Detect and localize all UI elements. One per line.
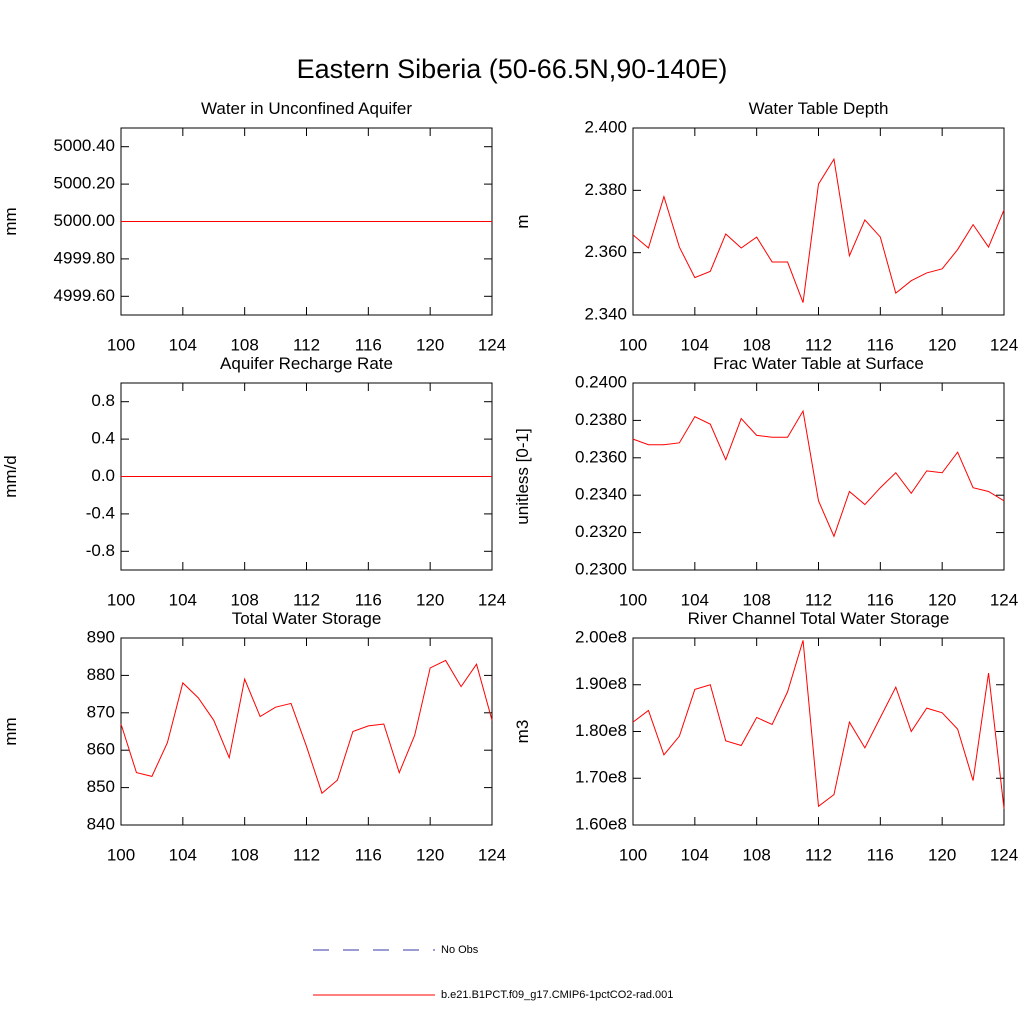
y-tick-label: 0.8 <box>91 391 115 410</box>
y-tick-label: 0.2360 <box>575 447 627 466</box>
y-tick-label: 870 <box>87 702 115 721</box>
y-tick-label: 880 <box>87 665 115 684</box>
y-tick-label: -0.4 <box>86 503 115 522</box>
x-tick-label: 112 <box>805 335 832 354</box>
y-tick-label: 5000.40 <box>54 136 115 155</box>
y-tick-label: 2.340 <box>584 304 627 323</box>
x-tick-label: 120 <box>416 590 444 609</box>
y-tick-label: 0.2400 <box>575 372 627 391</box>
legend-label: b.e21.B1PCT.f09_g17.CMIP6-1pctCO2-rad.00… <box>441 989 673 1001</box>
y-tick-label: 0.4 <box>91 429 115 448</box>
x-tick-label: 120 <box>416 845 444 864</box>
x-tick-label: 116 <box>867 845 894 864</box>
y-axis-label: mm <box>1 717 20 745</box>
x-tick-label: 104 <box>169 845 197 864</box>
x-tick-label: 112 <box>293 335 320 354</box>
x-tick-label: 100 <box>619 590 647 609</box>
plot-frame <box>632 637 1005 826</box>
x-tick-label: 124 <box>990 845 1018 864</box>
y-tick-label: 4999.60 <box>54 286 115 305</box>
y-tick-label: 2.00e8 <box>575 627 627 646</box>
y-tick-label: 0.2320 <box>575 522 627 541</box>
x-tick-label: 100 <box>107 590 135 609</box>
panel-title: Water Table Depth <box>749 99 889 118</box>
x-tick-label: 124 <box>990 590 1018 609</box>
x-tick-label: 104 <box>681 335 709 354</box>
figure-title: Eastern Siberia (50-66.5N,90-140E) <box>297 54 728 84</box>
x-tick-label: 108 <box>230 335 258 354</box>
y-tick-label: 1.70e8 <box>575 768 627 787</box>
y-axis-label: unitless [0-1] <box>513 428 532 524</box>
x-tick-label: 104 <box>169 335 197 354</box>
x-tick-label: 112 <box>293 845 320 864</box>
y-axis-label: mm/d <box>1 455 20 498</box>
x-tick-label: 124 <box>478 590 506 609</box>
data-line <box>632 409 1005 538</box>
x-tick-label: 108 <box>742 845 770 864</box>
x-tick-label: 120 <box>928 335 956 354</box>
y-tick-label: 4999.80 <box>54 248 115 267</box>
data-line <box>120 659 493 795</box>
x-tick-label: 104 <box>169 590 197 609</box>
plot-frame <box>632 127 1005 316</box>
panel-title: Frac Water Table at Surface <box>713 354 924 373</box>
y-tick-label: 890 <box>87 627 115 646</box>
x-tick-label: 124 <box>478 335 506 354</box>
x-tick-label: 112 <box>805 845 832 864</box>
x-tick-label: 108 <box>230 845 258 864</box>
panel-title: River Channel Total Water Storage <box>688 609 950 628</box>
x-tick-label: 112 <box>805 590 832 609</box>
data-line <box>632 640 1005 809</box>
x-tick-label: 100 <box>619 335 647 354</box>
y-tick-label: 2.400 <box>584 117 627 136</box>
y-tick-label: -0.8 <box>86 541 115 560</box>
y-tick-label: 2.380 <box>584 180 627 199</box>
x-tick-label: 108 <box>742 590 770 609</box>
y-tick-label: 1.90e8 <box>575 674 627 693</box>
x-tick-label: 108 <box>230 590 258 609</box>
x-tick-label: 108 <box>742 335 770 354</box>
panel-title: Water in Unconfined Aquifer <box>201 99 412 118</box>
x-tick-label: 124 <box>478 845 506 864</box>
legend-label: No Obs <box>441 944 479 956</box>
plot-frame <box>120 637 493 826</box>
x-tick-label: 120 <box>928 845 956 864</box>
y-tick-label: 5000.00 <box>54 211 115 230</box>
y-tick-label: 0.2300 <box>575 559 627 578</box>
y-tick-label: 5000.20 <box>54 174 115 193</box>
y-tick-label: 850 <box>87 777 115 796</box>
x-tick-label: 116 <box>355 335 382 354</box>
x-tick-label: 116 <box>355 845 382 864</box>
x-tick-label: 100 <box>107 845 135 864</box>
x-tick-label: 100 <box>107 335 135 354</box>
y-tick-label: 0.0 <box>91 466 115 485</box>
y-tick-label: 0.2340 <box>575 485 627 504</box>
y-tick-label: 0.2380 <box>575 410 627 429</box>
y-tick-label: 1.60e8 <box>575 814 627 833</box>
plot-frame <box>632 382 1005 571</box>
x-tick-label: 100 <box>619 845 647 864</box>
x-tick-label: 104 <box>681 845 709 864</box>
panel-title: Total Water Storage <box>232 609 382 628</box>
x-tick-label: 124 <box>990 335 1018 354</box>
y-tick-label: 1.80e8 <box>575 721 627 740</box>
y-tick-label: 860 <box>87 740 115 759</box>
y-axis-label: m3 <box>513 720 532 744</box>
y-tick-label: 2.360 <box>584 242 627 261</box>
x-tick-label: 120 <box>416 335 444 354</box>
y-axis-label: m <box>513 214 532 228</box>
y-axis-label: mm <box>1 207 20 235</box>
x-tick-label: 112 <box>293 590 320 609</box>
x-tick-label: 120 <box>928 590 956 609</box>
data-line <box>632 157 1005 303</box>
x-tick-label: 104 <box>681 590 709 609</box>
x-tick-label: 116 <box>355 590 382 609</box>
x-tick-label: 116 <box>867 335 894 354</box>
panel-title: Aquifer Recharge Rate <box>220 354 393 373</box>
y-tick-label: 840 <box>87 814 115 833</box>
x-tick-label: 116 <box>867 590 894 609</box>
